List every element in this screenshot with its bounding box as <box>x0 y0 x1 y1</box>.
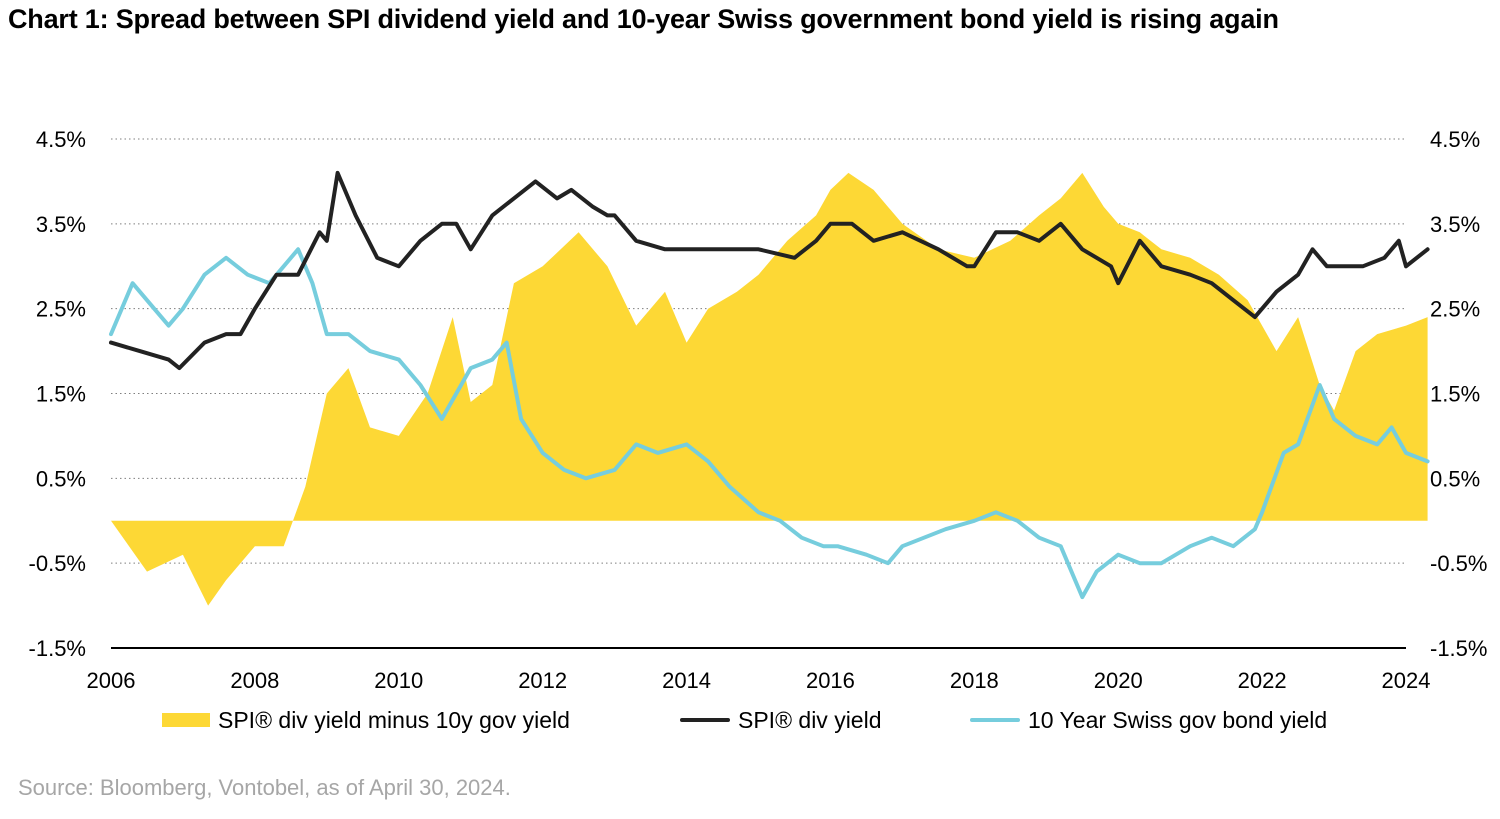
chart-plot: 4.5% 4.5% 3.5% 3.5% 2.5% 2.5% 1.5% 1.5% 0.5% 0.5%… <box>29 127 1488 693</box>
y-tick-label-left: 4.5% <box>36 127 86 152</box>
spread-area <box>111 172 1428 606</box>
legend-item-div-yield: SPI® div yield <box>680 704 882 736</box>
source-note: Source: Bloomberg, Vontobel, as of April… <box>18 775 511 800</box>
x-tick-label: 2014 <box>662 668 711 693</box>
y-tick-label-right: -1.5% <box>1430 636 1487 661</box>
y-tick-label-left: 2.5% <box>36 297 86 322</box>
legend-label-div-yield: SPI® div yield <box>738 706 882 733</box>
legend-swatch-div-yield <box>680 718 730 722</box>
y-tick-label-right: 4.5% <box>1430 127 1480 152</box>
y-tick-label-right: 3.5% <box>1430 212 1480 237</box>
x-tick-label: 2016 <box>806 668 855 693</box>
legend-label-bond-yield: 10 Year Swiss gov bond yield <box>1028 706 1328 733</box>
legend: SPI® div yield minus 10y gov yield SPI® … <box>0 704 1500 736</box>
y-tick-label-right: 0.5% <box>1430 466 1480 491</box>
y-tick-label-right: 1.5% <box>1430 382 1480 407</box>
y-tick-label-left: -1.5% <box>29 636 86 661</box>
legend-item-spread: SPI® div yield minus 10y gov yield <box>162 704 570 736</box>
div-yield-line <box>109 170 1430 371</box>
bond-yield-line <box>109 247 1430 600</box>
x-tick-label: 2012 <box>518 668 567 693</box>
x-tick-label: 2024 <box>1382 668 1431 693</box>
x-tick-label: 2018 <box>950 668 999 693</box>
legend-label-spread: SPI® div yield minus 10y gov yield <box>218 706 570 733</box>
y-tick-label-left: -0.5% <box>29 551 86 576</box>
x-tick-label: 2006 <box>87 668 136 693</box>
y-tick-label-right: 2.5% <box>1430 297 1480 322</box>
legend-swatch-spread <box>162 713 210 727</box>
chart-title: Chart 1: Spread between SPI dividend yie… <box>8 4 1279 34</box>
y-tick-label-left: 3.5% <box>36 212 86 237</box>
x-tick-label: 2020 <box>1094 668 1143 693</box>
line-series-group <box>109 170 1430 600</box>
legend-item-bond-yield: 10 Year Swiss gov bond yield <box>970 704 1327 736</box>
y-tick-label-left: 0.5% <box>36 466 86 491</box>
x-tick-label: 2022 <box>1238 668 1287 693</box>
axes: 4.5% 4.5% 3.5% 3.5% 2.5% 2.5% 1.5% 1.5% 0.5% 0.5%… <box>29 127 1488 693</box>
spread-area-series <box>111 172 1428 606</box>
y-tick-label-right: -0.5% <box>1430 551 1487 576</box>
y-tick-label-left: 1.5% <box>36 382 86 407</box>
x-tick-label: 2010 <box>374 668 423 693</box>
x-tick-label: 2008 <box>230 668 279 693</box>
legend-swatch-bond-yield <box>970 718 1020 722</box>
